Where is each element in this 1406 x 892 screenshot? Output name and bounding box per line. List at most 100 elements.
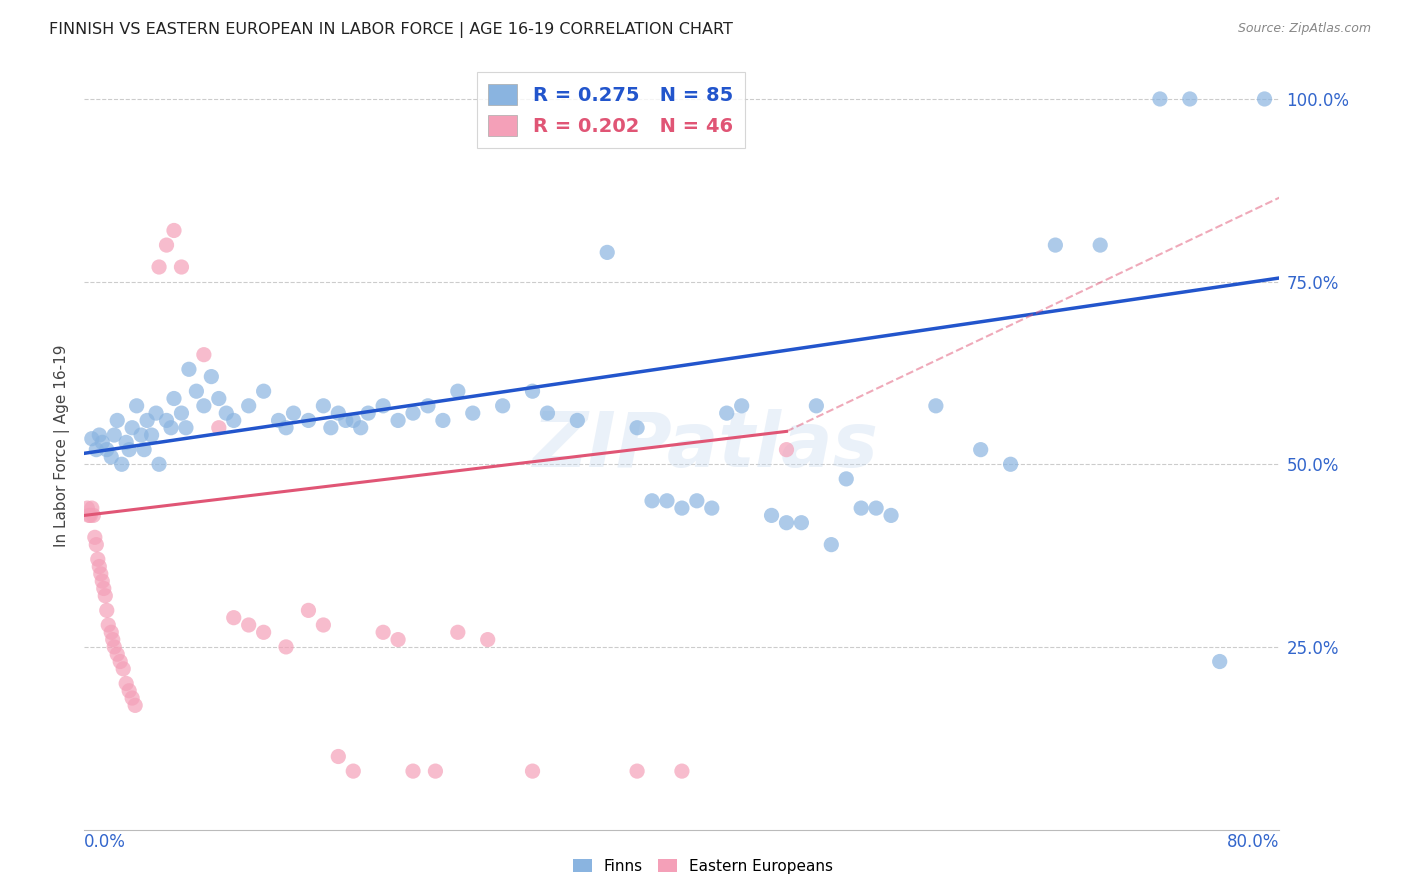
Point xyxy=(461,406,484,420)
Point xyxy=(402,764,425,778)
Point xyxy=(1253,92,1275,106)
Point xyxy=(432,413,454,427)
Point xyxy=(626,764,648,778)
Point xyxy=(297,413,319,427)
Point xyxy=(103,428,125,442)
Point xyxy=(567,413,589,427)
Point xyxy=(319,421,342,435)
Point xyxy=(1090,238,1112,252)
Point xyxy=(851,501,873,516)
Point xyxy=(655,493,678,508)
Point xyxy=(193,348,215,362)
Point xyxy=(208,421,231,435)
Point xyxy=(91,435,114,450)
Point xyxy=(132,442,156,457)
Point xyxy=(790,516,813,530)
Point xyxy=(387,413,409,427)
Point xyxy=(1149,92,1171,106)
Point xyxy=(100,450,122,464)
Point xyxy=(925,399,948,413)
Point xyxy=(90,566,112,581)
Point xyxy=(312,399,335,413)
Point xyxy=(89,559,111,574)
Point xyxy=(145,406,167,420)
Point xyxy=(522,384,544,399)
Legend: R = 0.275   N = 85, R = 0.202   N = 46: R = 0.275 N = 85, R = 0.202 N = 46 xyxy=(477,72,745,147)
Point xyxy=(342,764,364,778)
Point xyxy=(186,384,208,399)
Text: 0.0%: 0.0% xyxy=(84,833,127,851)
Point xyxy=(112,662,135,676)
Point xyxy=(115,676,138,690)
Point xyxy=(596,245,619,260)
Point xyxy=(96,603,118,617)
Point xyxy=(447,384,470,399)
Point xyxy=(148,457,170,471)
Legend: Finns, Eastern Europeans: Finns, Eastern Europeans xyxy=(567,853,839,880)
Point xyxy=(425,764,447,778)
Text: 80.0%: 80.0% xyxy=(1227,833,1279,851)
Point xyxy=(91,574,114,589)
Point xyxy=(111,457,134,471)
Point xyxy=(94,589,117,603)
Point xyxy=(103,640,125,654)
Point xyxy=(1209,655,1232,669)
Point xyxy=(77,508,100,523)
Point xyxy=(335,413,357,427)
Point xyxy=(641,493,664,508)
Point xyxy=(82,508,104,523)
Point xyxy=(865,501,887,516)
Point xyxy=(93,582,115,596)
Point xyxy=(222,610,245,624)
Point xyxy=(402,406,425,420)
Point xyxy=(387,632,409,647)
Point xyxy=(121,691,143,706)
Point xyxy=(283,406,305,420)
Point xyxy=(174,421,197,435)
Point xyxy=(148,260,170,274)
Point xyxy=(700,501,723,516)
Point xyxy=(100,625,122,640)
Point xyxy=(136,413,159,427)
Point xyxy=(373,625,395,640)
Point xyxy=(820,538,842,552)
Point xyxy=(274,421,297,435)
Point xyxy=(775,516,797,530)
Point xyxy=(86,538,108,552)
Point xyxy=(1000,457,1022,471)
Point xyxy=(671,764,693,778)
Point xyxy=(105,413,128,427)
Point xyxy=(200,369,222,384)
Point xyxy=(125,399,148,413)
Point xyxy=(686,493,709,508)
Point xyxy=(373,399,395,413)
Point xyxy=(222,413,245,427)
Y-axis label: In Labor Force | Age 16-19: In Labor Force | Age 16-19 xyxy=(55,344,70,548)
Point xyxy=(76,501,98,516)
Point xyxy=(110,655,132,669)
Point xyxy=(312,618,335,632)
Point xyxy=(83,530,105,544)
Point xyxy=(208,392,231,406)
Point xyxy=(253,625,276,640)
Point xyxy=(193,399,215,413)
Point xyxy=(328,749,350,764)
Point xyxy=(121,421,143,435)
Point xyxy=(118,442,141,457)
Point xyxy=(806,399,828,413)
Point xyxy=(118,683,141,698)
Point xyxy=(97,618,120,632)
Point xyxy=(342,413,364,427)
Text: ZIPatlas: ZIPatlas xyxy=(533,409,879,483)
Point xyxy=(626,421,648,435)
Point xyxy=(163,392,186,406)
Point xyxy=(267,413,290,427)
Point xyxy=(238,618,260,632)
Text: FINNISH VS EASTERN EUROPEAN IN LABOR FORCE | AGE 16-19 CORRELATION CHART: FINNISH VS EASTERN EUROPEAN IN LABOR FOR… xyxy=(49,22,733,38)
Point xyxy=(297,603,319,617)
Point xyxy=(141,428,163,442)
Point xyxy=(671,501,693,516)
Text: Source: ZipAtlas.com: Source: ZipAtlas.com xyxy=(1237,22,1371,36)
Point xyxy=(96,442,118,457)
Point xyxy=(328,406,350,420)
